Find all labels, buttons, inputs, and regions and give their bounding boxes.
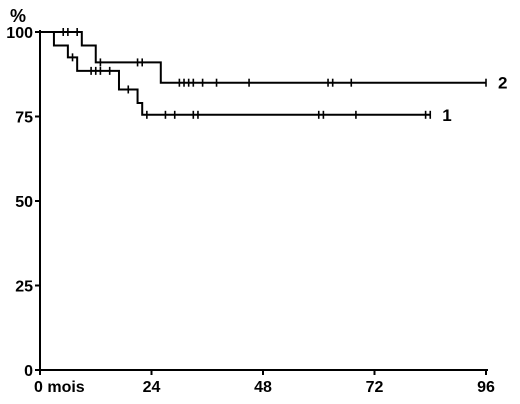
axes (35, 30, 488, 375)
y-tick-label: 25 (15, 279, 33, 296)
x-tick-label: 24 (143, 379, 161, 396)
series-2-line (40, 31, 486, 84)
y-tick-label: 100 (6, 25, 33, 42)
y-tick-label: 75 (15, 110, 33, 127)
series-1-label: 1 (442, 106, 451, 125)
y-axis-label: % (10, 6, 26, 26)
series-2-label: 2 (498, 74, 507, 93)
y-tick-label: 50 (15, 194, 33, 211)
survival-curves (40, 28, 487, 119)
x-tick-label: 48 (254, 379, 272, 396)
series-1-line (40, 31, 431, 116)
tick-labels: 0 25 50 75 100 0 mois 24 48 72 96 1 2 (6, 25, 507, 396)
x-tick-label: 96 (477, 379, 495, 396)
x-tick-label: 72 (366, 379, 384, 396)
y-tick-label: 0 (24, 363, 33, 380)
x-tick-label: 0 mois (34, 379, 85, 396)
